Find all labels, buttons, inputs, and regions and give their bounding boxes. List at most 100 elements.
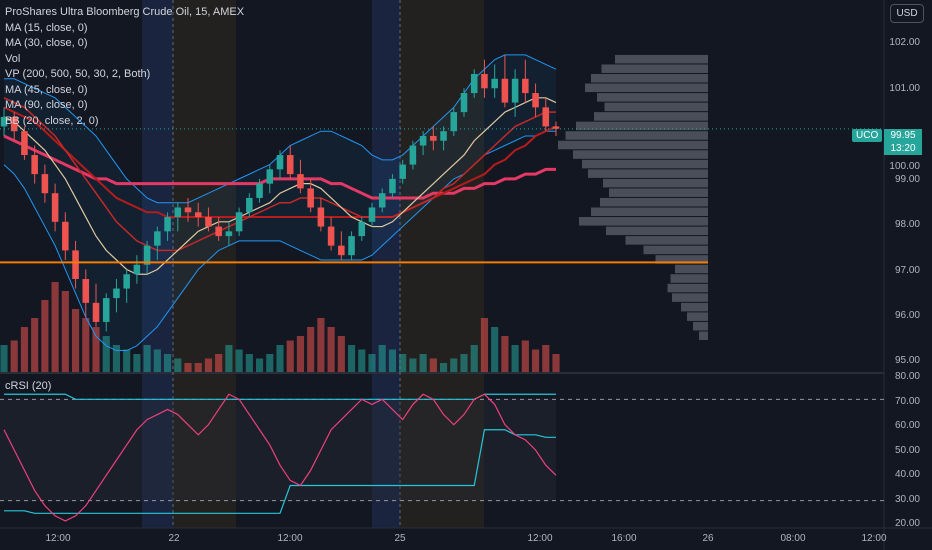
indicator-ma30[interactable]: MA (30, close, 0) bbox=[5, 37, 88, 49]
candle-body-27 bbox=[276, 155, 284, 170]
indicator-ma15[interactable]: MA (15, close, 0) bbox=[5, 21, 88, 34]
price-tick-97: 97.00 bbox=[894, 265, 920, 276]
rsi-tick-50: 50.00 bbox=[894, 445, 920, 456]
candle-body-30 bbox=[307, 188, 314, 208]
candle-body-13 bbox=[133, 264, 141, 275]
indicator-bb[interactable]: BB (20, close, 2, 0) bbox=[5, 114, 99, 127]
symbol-price-label: UCO bbox=[852, 129, 883, 142]
symbol-title[interactable]: ProShares Ultra Bloomberg Crude Oil, 15,… bbox=[5, 6, 245, 18]
vp-bar-17 bbox=[579, 217, 708, 226]
volume-bar-27 bbox=[276, 345, 284, 372]
vp-bar-8 bbox=[565, 131, 708, 140]
candle-body-18 bbox=[184, 207, 192, 213]
vp-bar-21 bbox=[655, 255, 708, 264]
candle-body-14 bbox=[143, 245, 151, 265]
candle-body-19 bbox=[194, 212, 202, 218]
volume-bar-17 bbox=[174, 358, 182, 372]
time-tick-1200-d: 12:00 bbox=[861, 533, 887, 544]
candle-body-51 bbox=[522, 78, 529, 94]
vp-bar-14 bbox=[609, 188, 708, 197]
candle-body-38 bbox=[389, 178, 396, 194]
candle-body-43 bbox=[440, 131, 447, 141]
candle-body-54 bbox=[552, 126, 560, 129]
candle-body-42 bbox=[430, 135, 437, 141]
candle-body-1 bbox=[10, 116, 18, 132]
vp-bar-23 bbox=[670, 274, 708, 283]
volume-bar-24 bbox=[245, 354, 253, 372]
candle-body-2 bbox=[21, 131, 28, 156]
rsi-legend[interactable]: cRSI (20) bbox=[5, 380, 52, 392]
volume-bar-3 bbox=[31, 318, 39, 372]
price-tick-95: 95.00 bbox=[894, 355, 920, 366]
price-tick-100: 100.00 bbox=[889, 161, 920, 172]
price-tick-102: 102.00 bbox=[889, 37, 920, 48]
volume-bar-29 bbox=[296, 336, 305, 372]
volume-bar-14 bbox=[143, 345, 151, 372]
candle-body-41 bbox=[419, 135, 427, 146]
candle-body-32 bbox=[327, 226, 335, 246]
volume-bar-11 bbox=[112, 345, 121, 372]
session-shade-3 bbox=[400, 0, 484, 528]
candle-body-12 bbox=[123, 274, 130, 289]
vp-bar-25 bbox=[672, 293, 708, 302]
price-tick-99: 99.00 bbox=[894, 174, 920, 185]
time-tick-22: 22 bbox=[168, 533, 180, 544]
indicator-vp[interactable]: VP (200, 500, 50, 30, 2, Both) bbox=[5, 68, 151, 80]
volume-bar-40 bbox=[409, 358, 417, 372]
vp-bar-2 bbox=[591, 73, 708, 83]
volume-bar-39 bbox=[399, 354, 407, 372]
volume-bar-49 bbox=[501, 336, 509, 372]
rsi-tick-80: 80.00 bbox=[894, 371, 920, 382]
candle-body-46 bbox=[470, 73, 478, 94]
volume-bar-48 bbox=[491, 327, 499, 372]
candle-body-9 bbox=[92, 302, 100, 322]
candle-body-24 bbox=[246, 197, 253, 213]
vp-bar-29 bbox=[699, 331, 708, 341]
candle-body-39 bbox=[399, 164, 406, 179]
volume-bar-38 bbox=[388, 349, 397, 372]
vp-bar-3 bbox=[585, 83, 708, 93]
candle-body-20 bbox=[205, 217, 212, 227]
vp-bar-6 bbox=[594, 112, 708, 121]
volume-bar-10 bbox=[102, 336, 110, 372]
volume-bar-21 bbox=[215, 354, 223, 372]
volume-bar-26 bbox=[266, 354, 274, 372]
vp-bar-28 bbox=[693, 321, 708, 331]
time-tick-25: 25 bbox=[394, 533, 406, 544]
candle-body-15 bbox=[154, 231, 161, 246]
vp-bar-5 bbox=[604, 102, 708, 112]
candle-body-37 bbox=[378, 193, 386, 208]
volume-bar-43 bbox=[439, 363, 448, 372]
candle-body-7 bbox=[72, 250, 79, 280]
last-price: 99.95 bbox=[890, 130, 916, 141]
candle-body-17 bbox=[174, 207, 182, 218]
volume-bar-32 bbox=[327, 327, 335, 372]
candle-body-31 bbox=[317, 207, 325, 227]
currency-button[interactable]: USD bbox=[890, 4, 924, 23]
vp-bar-11 bbox=[582, 159, 708, 169]
volume-bar-31 bbox=[317, 318, 325, 372]
volume-bar-47 bbox=[480, 318, 489, 372]
time-tick-1200-b: 12:00 bbox=[277, 533, 303, 544]
volume-bar-28 bbox=[286, 340, 294, 372]
volume-bar-9 bbox=[92, 327, 100, 372]
candle-body-25 bbox=[256, 183, 263, 198]
volume-bar-4 bbox=[41, 300, 49, 372]
indicator-vol[interactable]: Vol bbox=[5, 52, 21, 65]
candle-body-11 bbox=[113, 288, 120, 299]
volume-bar-54 bbox=[552, 354, 560, 372]
candle-body-45 bbox=[460, 93, 468, 113]
price-tick-98: 98.00 bbox=[894, 219, 920, 230]
indicator-ma90[interactable]: MA (90, close, 0) bbox=[5, 99, 88, 111]
vp-bar-12 bbox=[588, 169, 708, 178]
vp-bar-1 bbox=[601, 64, 708, 73]
volume-bar-42 bbox=[429, 358, 437, 372]
candle-body-40 bbox=[409, 145, 417, 165]
volume-bar-52 bbox=[531, 349, 540, 372]
indicator-ma45[interactable]: MA (45, close, 0) bbox=[5, 83, 88, 96]
candle-body-34 bbox=[348, 236, 355, 256]
volume-bar-19 bbox=[194, 363, 202, 372]
ma15-line bbox=[3, 97, 557, 275]
volume-bar-13 bbox=[133, 354, 141, 372]
